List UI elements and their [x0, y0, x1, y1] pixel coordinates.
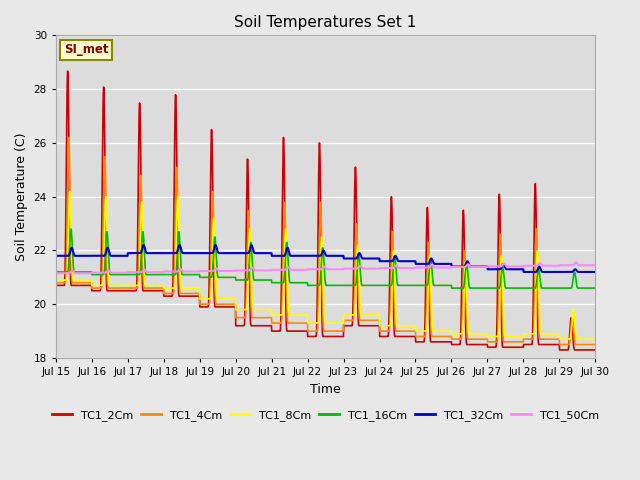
TC1_32Cm [353, 255, 361, 261]
TC1_50Cm [572, 260, 580, 265]
TC1_50Cm [202, 268, 210, 274]
TC1_8Cm [483, 331, 490, 336]
Line: TC1_32Cm: TC1_32Cm [56, 245, 595, 272]
Line: TC1_4Cm: TC1_4Cm [56, 138, 595, 345]
TC1_32Cm [52, 253, 60, 259]
TC1_4Cm [544, 336, 552, 342]
TC1_4Cm [341, 317, 349, 323]
TC1_2Cm [483, 342, 490, 348]
TC1_16Cm [353, 270, 361, 276]
TC1_32Cm [248, 242, 255, 248]
TC1_2Cm [64, 68, 72, 74]
TC1_8Cm [556, 336, 563, 342]
X-axis label: Time: Time [310, 383, 341, 396]
Y-axis label: Soil Temperature (C): Soil Temperature (C) [15, 132, 28, 261]
TC1_4Cm [559, 342, 567, 348]
Title: Soil Temperatures Set 1: Soil Temperatures Set 1 [234, 15, 417, 30]
TC1_50Cm [353, 266, 360, 272]
TC1_32Cm [559, 269, 567, 275]
Line: TC1_8Cm: TC1_8Cm [56, 192, 595, 339]
TC1_32Cm [202, 250, 210, 256]
Line: TC1_50Cm: TC1_50Cm [56, 263, 595, 273]
TC1_8Cm [341, 312, 349, 318]
TC1_32Cm [520, 269, 527, 275]
TC1_32Cm [591, 269, 599, 275]
TC1_2Cm [203, 304, 211, 310]
TC1_16Cm [483, 285, 490, 291]
TC1_16Cm [544, 285, 552, 291]
TC1_50Cm [52, 270, 60, 276]
Legend: TC1_2Cm, TC1_4Cm, TC1_8Cm, TC1_16Cm, TC1_32Cm, TC1_50Cm: TC1_2Cm, TC1_4Cm, TC1_8Cm, TC1_16Cm, TC1… [48, 406, 604, 425]
TC1_8Cm [353, 250, 361, 256]
TC1_50Cm [544, 263, 552, 269]
TC1_50Cm [483, 264, 490, 270]
TC1_50Cm [341, 266, 349, 272]
Line: TC1_2Cm: TC1_2Cm [56, 71, 595, 350]
TC1_32Cm [341, 256, 349, 262]
TC1_32Cm [544, 269, 552, 275]
TC1_8Cm [591, 336, 599, 342]
TC1_16Cm [341, 283, 349, 288]
TC1_8Cm [559, 336, 567, 342]
TC1_8Cm [203, 296, 211, 302]
TC1_16Cm [591, 285, 599, 291]
TC1_50Cm [559, 263, 566, 268]
TC1_2Cm [353, 244, 361, 250]
TC1_16Cm [559, 285, 567, 291]
TC1_8Cm [52, 277, 60, 283]
TC1_4Cm [556, 342, 563, 348]
TC1_4Cm [483, 336, 490, 342]
Line: TC1_16Cm: TC1_16Cm [56, 229, 595, 288]
TC1_4Cm [203, 301, 211, 307]
Text: SI_met: SI_met [64, 43, 108, 57]
TC1_2Cm [556, 347, 563, 353]
TC1_4Cm [591, 342, 599, 348]
TC1_4Cm [65, 135, 73, 141]
TC1_4Cm [52, 280, 60, 286]
TC1_8Cm [544, 331, 552, 336]
TC1_16Cm [203, 275, 211, 280]
TC1_8Cm [66, 189, 74, 194]
TC1_32Cm [483, 264, 490, 269]
TC1_16Cm [448, 285, 456, 291]
TC1_2Cm [341, 323, 349, 329]
TC1_4Cm [353, 226, 361, 231]
TC1_2Cm [52, 283, 60, 288]
TC1_16Cm [52, 269, 60, 275]
TC1_16Cm [67, 226, 75, 232]
TC1_2Cm [591, 347, 599, 353]
TC1_2Cm [544, 342, 552, 348]
TC1_2Cm [559, 347, 567, 353]
TC1_50Cm [591, 263, 599, 268]
